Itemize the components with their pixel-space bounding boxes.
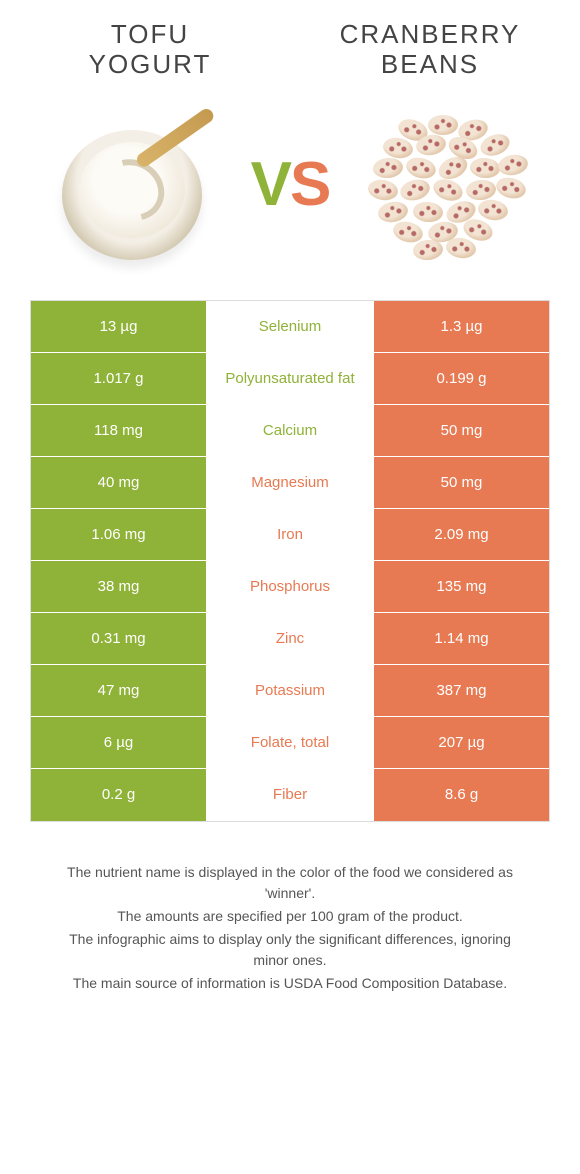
table-row: 0.2 gFiber8.6 g — [31, 769, 549, 821]
right-value: 207 µg — [374, 717, 549, 768]
vs-s: S — [290, 150, 329, 219]
header: TOFUYOGURT CRANBERRYBEANS — [0, 0, 580, 90]
left-value: 38 mg — [31, 561, 206, 612]
tofu-yogurt-image — [47, 100, 217, 270]
left-value: 6 µg — [31, 717, 206, 768]
nutrient-table: 13 µgSelenium1.3 µg1.017 gPolyunsaturate… — [30, 300, 550, 822]
left-value: 118 mg — [31, 405, 206, 456]
nutrient-label: Folate, total — [206, 717, 374, 768]
right-value: 2.09 mg — [374, 509, 549, 560]
right-value: 1.14 mg — [374, 613, 549, 664]
left-value: 47 mg — [31, 665, 206, 716]
nutrient-label: Selenium — [206, 301, 374, 352]
right-value: 0.199 g — [374, 353, 549, 404]
nutrient-label: Potassium — [206, 665, 374, 716]
nutrient-label: Iron — [206, 509, 374, 560]
table-row: 0.31 mgZinc1.14 mg — [31, 613, 549, 665]
footer-line: The amounts are specified per 100 gram o… — [50, 906, 530, 927]
hero-row: VS — [0, 90, 580, 300]
cranberry-beans-image — [363, 100, 533, 270]
table-row: 1.06 mgIron2.09 mg — [31, 509, 549, 561]
footer-line: The infographic aims to display only the… — [50, 929, 530, 971]
table-row: 38 mgPhosphorus135 mg — [31, 561, 549, 613]
table-row: 47 mgPotassium387 mg — [31, 665, 549, 717]
nutrient-label: Phosphorus — [206, 561, 374, 612]
left-value: 0.2 g — [31, 769, 206, 821]
table-row: 13 µgSelenium1.3 µg — [31, 301, 549, 353]
table-row: 6 µgFolate, total207 µg — [31, 717, 549, 769]
vs-v: V — [251, 150, 290, 219]
right-value: 135 mg — [374, 561, 549, 612]
vs-label: VS — [251, 149, 330, 220]
footer-line: The main source of information is USDA F… — [50, 973, 530, 994]
right-food-title: CRANBERRYBEANS — [320, 20, 540, 80]
nutrient-label: Fiber — [206, 769, 374, 821]
footer-notes: The nutrient name is displayed in the co… — [0, 822, 580, 994]
right-value: 50 mg — [374, 405, 549, 456]
table-row: 40 mgMagnesium50 mg — [31, 457, 549, 509]
left-value: 40 mg — [31, 457, 206, 508]
footer-line: The nutrient name is displayed in the co… — [50, 862, 530, 904]
nutrient-label: Polyunsaturated fat — [206, 353, 374, 404]
nutrient-label: Magnesium — [206, 457, 374, 508]
left-food-title: TOFUYOGURT — [40, 20, 260, 80]
table-row: 1.017 gPolyunsaturated fat0.199 g — [31, 353, 549, 405]
nutrient-label: Zinc — [206, 613, 374, 664]
table-row: 118 mgCalcium50 mg — [31, 405, 549, 457]
right-value: 387 mg — [374, 665, 549, 716]
right-value: 1.3 µg — [374, 301, 549, 352]
left-value: 13 µg — [31, 301, 206, 352]
left-value: 0.31 mg — [31, 613, 206, 664]
left-value: 1.017 g — [31, 353, 206, 404]
nutrient-label: Calcium — [206, 405, 374, 456]
right-value: 50 mg — [374, 457, 549, 508]
right-value: 8.6 g — [374, 769, 549, 821]
left-value: 1.06 mg — [31, 509, 206, 560]
